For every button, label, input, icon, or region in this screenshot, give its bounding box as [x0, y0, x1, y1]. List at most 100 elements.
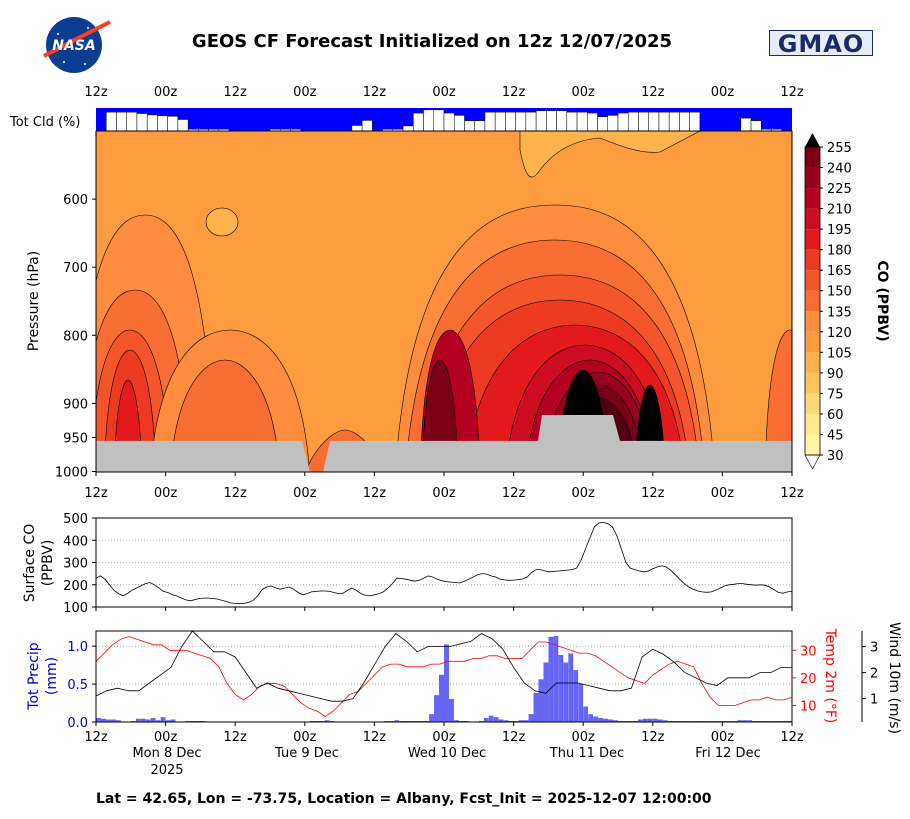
wind-y-tick-label: 2: [870, 667, 878, 682]
cloud-bar: [627, 111, 639, 132]
temp-y-tick-label: 10: [800, 699, 817, 714]
wind-y-tick-label: 1: [870, 693, 878, 708]
precip-bar: [593, 716, 598, 723]
precip-frame: [95, 630, 793, 723]
precip-x-tick-label: 12z: [502, 730, 526, 745]
top-time-label: 00z: [154, 85, 178, 100]
cloud-bar: [617, 112, 629, 132]
cloud-bar: [525, 111, 537, 132]
surface-co-y-tick-label: 300: [63, 557, 88, 572]
colorbar-swatch: [805, 372, 820, 394]
surface-co-y-label: Surface CO: [22, 524, 38, 603]
surface-co-y-label-units: (PPBV): [40, 540, 56, 587]
precip-y-tick-label: 0.5: [67, 678, 88, 693]
cloud-bar: [126, 111, 138, 132]
temp-y-tick-label: 30: [800, 644, 817, 659]
co-x-tick-label: 12z: [780, 486, 804, 501]
cloud-bar: [679, 111, 690, 132]
colorbar-tick-label: 90: [827, 367, 844, 382]
colorbar-swatch: [805, 188, 820, 209]
precip-bar: [429, 714, 434, 723]
cloud-bar: [177, 119, 189, 132]
top-time-label: 00z: [432, 85, 456, 100]
cloud-bar: [116, 111, 127, 132]
colorbar-swatch: [805, 331, 820, 353]
cloud-bar: [546, 110, 557, 132]
precip-y-label-units: (mm): [44, 657, 60, 695]
surface-co-line: [95, 522, 793, 605]
colorbar-swatch: [805, 249, 820, 271]
colorbar-label: CO (PPBV): [874, 260, 890, 341]
colorbar-tick-label: 45: [827, 428, 844, 443]
precip-bar: [483, 718, 489, 723]
precip-bar: [588, 714, 593, 723]
cloud-bar: [566, 111, 578, 132]
top-time-label: 12z: [780, 85, 804, 100]
co-y-tick-label: 900: [63, 397, 88, 412]
cloud-bar: [443, 112, 455, 132]
precip-bar: [543, 662, 549, 723]
colorbar-swatch: [805, 290, 820, 312]
precip-x-tick-label: 12z: [641, 730, 665, 745]
precip-bar: [160, 717, 166, 723]
colorbar-tick-label: 255: [827, 141, 852, 156]
colorbar-tick-label: 120: [827, 326, 852, 341]
co-x-tick-label: 12z: [641, 486, 665, 501]
co-x-tick-label: 12z: [502, 486, 526, 501]
colorbar-min-arrow: [804, 454, 821, 470]
co-y-tick-label: 1000: [55, 466, 88, 481]
nasa-logo: NASA: [43, 17, 111, 73]
precip-x-tick-label: 12z: [224, 730, 248, 745]
colorbar-tick-label: 210: [827, 203, 852, 218]
precip-bar: [578, 683, 584, 723]
temp-axis-label: Temp 2m (°F): [822, 628, 838, 724]
cloud-bar: [750, 120, 762, 132]
co-y-tick-label: 800: [63, 329, 88, 344]
co-band-edge: [764, 329, 792, 472]
colorbar-swatch: [805, 352, 820, 373]
precip-bar: [598, 718, 603, 723]
top-time-label: 00z: [572, 85, 596, 100]
cloud-bar: [597, 116, 609, 132]
colorbar-tick-label: 240: [827, 162, 852, 177]
colorbar-frame: [804, 146, 821, 456]
precip-x-tick-label: 00z: [432, 730, 456, 745]
precip-bar: [444, 644, 449, 723]
nasa-logo-text: NASA: [52, 38, 95, 54]
precip-x-tick-label: 12z: [363, 730, 387, 745]
cloud-bar: [576, 111, 588, 132]
cloud-bar: [474, 120, 486, 132]
surface-co-y-tick-label: 400: [63, 534, 88, 549]
surface-co-y-tick-label: 500: [63, 512, 88, 527]
cloud-bar: [494, 111, 506, 132]
cloud-bar: [505, 111, 516, 132]
colorbar-swatch: [805, 434, 820, 455]
precip-bar: [96, 718, 101, 723]
precip-y-label: Tot Precip: [26, 642, 42, 711]
temp-line: [95, 636, 793, 717]
colorbar-swatch: [805, 229, 820, 250]
precip-bar: [150, 718, 156, 723]
co-x-tick-label: 12z: [363, 486, 387, 501]
colorbar-swatch: [805, 311, 820, 332]
precip-x-tick-label: 00z: [572, 730, 596, 745]
co-x-tick-label: 00z: [572, 486, 596, 501]
footer-caption: Lat = 42.65, Lon = -73.75, Location = Al…: [96, 791, 712, 807]
precip-x-tick-label: 00z: [154, 730, 178, 745]
colorbar-tick-label: 150: [827, 285, 852, 300]
cloud-bar: [535, 110, 547, 132]
day-label: Wed 10 Dec: [408, 746, 486, 761]
wind-line: [95, 630, 792, 702]
co-x-tick-label: 00z: [711, 486, 735, 501]
colorbar-tick-label: 60: [827, 408, 844, 423]
colorbar-swatch: [805, 393, 820, 414]
precip-x-tick-label: 12z: [780, 730, 804, 745]
cloud-bar: [648, 111, 660, 132]
precip-bar: [583, 706, 589, 723]
top-time-label: 12z: [84, 85, 108, 100]
precip-bar: [533, 693, 539, 723]
surface-co-y-tick-label: 100: [63, 601, 88, 616]
cloud-bar: [402, 125, 414, 132]
